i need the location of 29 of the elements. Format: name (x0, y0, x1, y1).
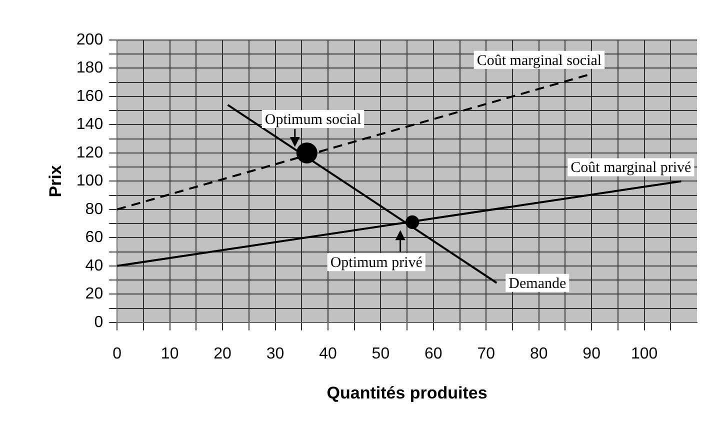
annotation: Optimum privé (330, 255, 423, 272)
y-axis-title: Prix (46, 164, 65, 198)
x-tick-label: 40 (319, 345, 337, 362)
x-tick-label: 0 (112, 345, 122, 362)
y-tick-label: 40 (85, 257, 104, 274)
series-label: Demande (508, 276, 566, 292)
y-tick-label: 160 (76, 88, 104, 105)
x-axis-title: Quantités produites (326, 383, 488, 402)
y-tick-label: 180 (76, 60, 104, 77)
y-tick-label: 120 (76, 144, 104, 162)
y-tick-label: 20 (85, 286, 104, 303)
x-tick-label: 10 (160, 345, 179, 362)
y-tick-label: 60 (85, 229, 104, 246)
x-tick-label: 80 (530, 345, 548, 362)
x-tick-label: 20 (214, 345, 232, 362)
y-tick-label: 200 (76, 31, 104, 48)
x-tick-label: 90 (582, 345, 601, 362)
series-label: Coût marginal social (476, 52, 602, 69)
annotation: Optimum social (264, 112, 362, 128)
y-tick-label: 80 (85, 200, 104, 218)
y-tick-label: 0 (94, 314, 104, 331)
x-tick-label: 70 (477, 345, 496, 362)
y-tick-label: 100 (76, 172, 104, 190)
x-tick-label: 100 (630, 345, 658, 362)
x-tick-label: 50 (372, 345, 390, 362)
x-tick-label: 30 (266, 345, 284, 362)
x-tick-label: 60 (424, 345, 442, 362)
y-tick-label: 140 (76, 116, 104, 134)
series-label: Coût marginal privé (570, 160, 692, 176)
